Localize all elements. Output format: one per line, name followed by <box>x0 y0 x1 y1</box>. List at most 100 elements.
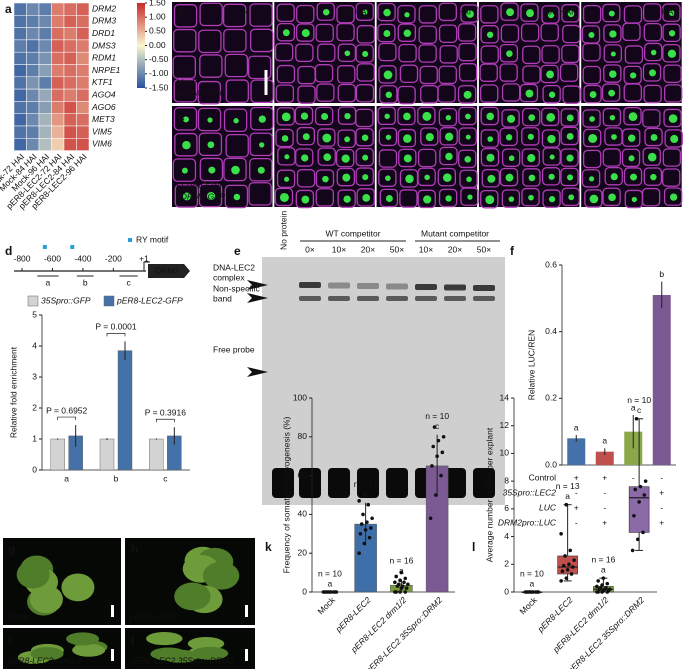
nucleus <box>403 154 412 163</box>
plant <box>162 649 199 663</box>
lane-label: 20× <box>448 244 462 254</box>
cell-outline <box>584 189 603 208</box>
nucleus <box>647 152 657 162</box>
heatmap-cell <box>63 2 77 16</box>
nucleus <box>323 153 332 162</box>
nucleus <box>344 50 351 57</box>
nucleus <box>281 112 291 122</box>
heatmap-cell <box>13 113 27 127</box>
cell-outline <box>542 147 561 166</box>
cell-outline <box>224 184 249 209</box>
nucleus <box>485 195 495 205</box>
nucleus <box>547 11 555 19</box>
cell-outline <box>417 148 437 168</box>
x-tick-label: b <box>114 473 119 483</box>
panel-label: d <box>5 244 12 258</box>
nucleus <box>182 140 191 150</box>
cell-outline <box>624 45 644 64</box>
n-label: n = 10 <box>520 568 544 578</box>
sig-letter: a <box>601 564 606 574</box>
data-point <box>634 416 639 421</box>
nucleus <box>385 195 393 202</box>
legend-swatch <box>27 295 39 307</box>
nucleus <box>548 196 556 203</box>
nucleus <box>422 111 432 121</box>
nucleus <box>588 31 595 38</box>
nucleus <box>257 166 265 174</box>
y-tick-label: 3 <box>32 371 37 381</box>
cell-outline <box>174 184 199 208</box>
nucleus <box>383 70 393 80</box>
data-point <box>431 444 436 449</box>
nucleus <box>609 70 617 78</box>
cell-outline <box>335 148 355 168</box>
nucleus <box>404 12 410 18</box>
cell-outline <box>644 127 663 147</box>
heatmap-cell <box>63 64 77 78</box>
gene-label: DRM2 <box>155 265 179 275</box>
nucleus <box>608 193 616 202</box>
n-label: n = 13 <box>354 479 378 489</box>
cell-outline <box>223 28 247 53</box>
micrograph <box>172 106 273 207</box>
data-point <box>357 551 361 555</box>
cell-outline <box>316 2 335 21</box>
heatmap-cell <box>13 138 27 151</box>
gene-label: NRPE1 <box>92 65 121 75</box>
heatmap-cell <box>26 15 40 28</box>
nucleus <box>505 173 514 182</box>
row-label: gDRM2-GFP <box>176 191 225 201</box>
nucleus <box>383 8 391 17</box>
cell-outline <box>337 83 356 103</box>
cell-outline <box>378 127 398 147</box>
y-tick-label: 6 <box>504 503 509 513</box>
nucleus <box>466 176 472 183</box>
nucleus <box>344 136 351 143</box>
nucleus <box>650 49 657 56</box>
nucleus <box>668 114 678 123</box>
panel-label: i <box>8 632 11 646</box>
nucleus <box>258 115 266 123</box>
nucleus <box>486 153 495 162</box>
nucleus <box>669 10 675 16</box>
cell-outline <box>274 187 294 207</box>
y-tick-label: 1 <box>32 433 37 443</box>
band <box>328 296 350 301</box>
cell-outline <box>501 83 521 102</box>
nucleus <box>385 134 392 140</box>
wt-label: WT competitor <box>325 228 380 238</box>
nucleus <box>568 194 575 201</box>
table-row-label: DRM2pro::LUC <box>498 517 557 527</box>
nucleus <box>284 154 290 160</box>
photo-label: Mock <box>8 611 29 621</box>
cell-outline <box>173 4 198 28</box>
cell-outline <box>314 64 334 83</box>
nucleus <box>463 90 472 99</box>
cell-outline <box>664 129 683 148</box>
cell-outline <box>417 167 436 187</box>
cell-outline <box>249 132 273 157</box>
n-label: n = 16 <box>591 554 615 564</box>
y-tick-label: 0.0 <box>545 459 557 469</box>
data-point <box>568 548 573 553</box>
band <box>444 296 466 301</box>
cell-outline <box>480 45 499 64</box>
cell-outline <box>499 167 519 187</box>
cell-outline <box>399 189 418 208</box>
cell-outline <box>397 4 416 24</box>
nucleus <box>403 29 412 37</box>
cell-outline <box>417 106 436 126</box>
data-point <box>565 568 570 572</box>
arrowhead <box>247 293 268 303</box>
cell-outline <box>197 80 222 105</box>
heatmap-cell <box>51 15 65 28</box>
cell-outline <box>582 109 601 128</box>
cell-outline <box>560 126 579 146</box>
x-tick-label: c <box>163 473 168 483</box>
nucleus <box>445 132 454 141</box>
data-point <box>325 590 330 594</box>
data-point <box>637 500 641 504</box>
cell-outline <box>276 22 296 42</box>
cell-outline <box>438 2 457 22</box>
cell-outline <box>276 107 295 126</box>
